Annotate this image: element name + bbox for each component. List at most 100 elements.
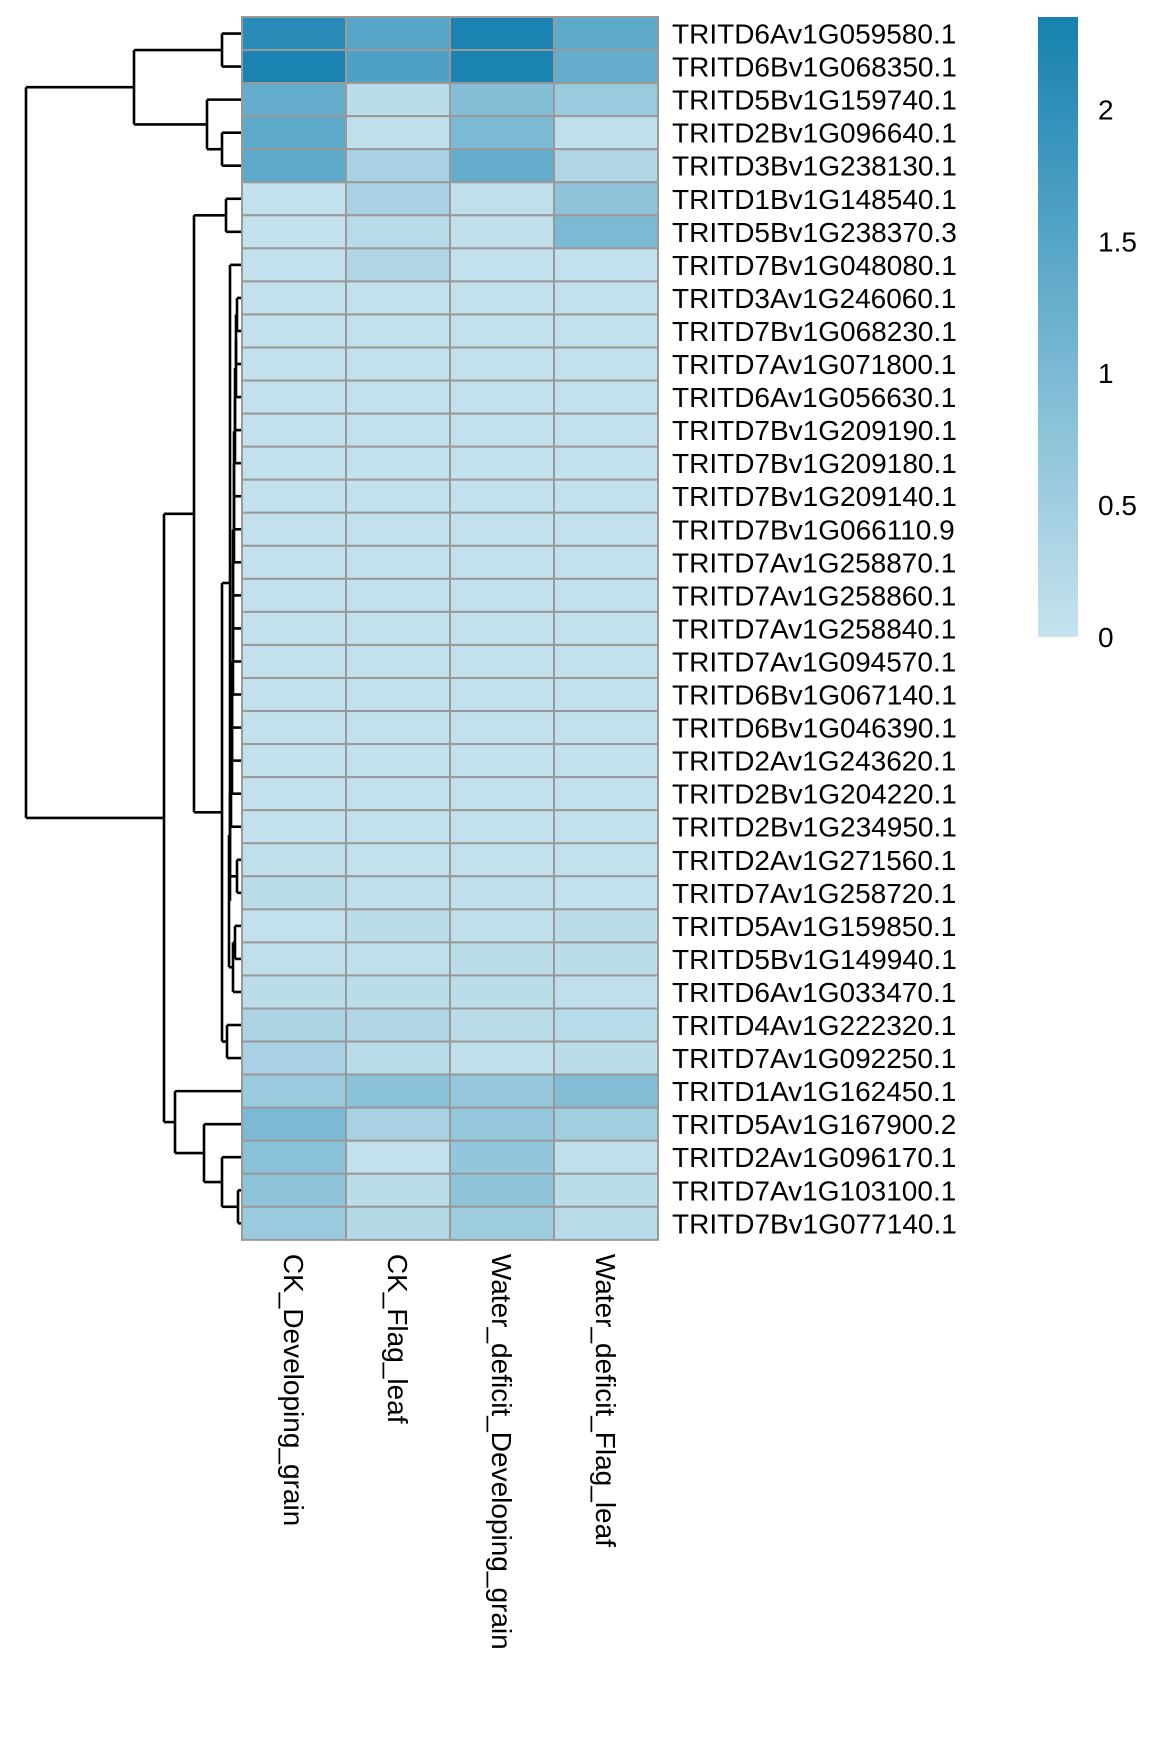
row-label: TRITD3Bv1G238130.1 bbox=[672, 151, 957, 182]
heatmap-cell bbox=[553, 82, 659, 118]
heatmap-cell bbox=[241, 1040, 347, 1076]
row-label: TRITD1Av1G162450.1 bbox=[672, 1076, 956, 1107]
heatmap-cell bbox=[241, 511, 347, 547]
heatmap-cell bbox=[449, 1007, 555, 1043]
heatmap-cell bbox=[241, 544, 347, 580]
heatmap-cell bbox=[345, 478, 451, 514]
heatmap-cell bbox=[553, 577, 659, 613]
heatmap-cell bbox=[345, 1139, 451, 1175]
heatmap-cell bbox=[449, 478, 555, 514]
heatmap-cell bbox=[449, 1040, 555, 1076]
row-label: TRITD7Av1G258720.1 bbox=[672, 878, 956, 909]
color-legend: 0 0.5 1 1.5 2 bbox=[1038, 17, 1137, 653]
heatmap-cell bbox=[553, 974, 659, 1010]
heatmap-cell bbox=[449, 511, 555, 547]
heatmap-cell bbox=[345, 1106, 451, 1142]
column-labels: CK_Developing_grain CK_Flag_leaf Water_def… bbox=[278, 1254, 621, 1650]
heatmap-cell bbox=[345, 974, 451, 1010]
heatmap-cell bbox=[241, 842, 347, 878]
heatmap-cell bbox=[449, 643, 555, 680]
heatmap-cell bbox=[553, 1139, 659, 1175]
heatmap-cell bbox=[345, 610, 451, 646]
legend-tick-label: 0.5 bbox=[1098, 490, 1137, 521]
heatmap-cell bbox=[449, 577, 555, 613]
heatmap-cell bbox=[241, 776, 347, 812]
heatmap-cell bbox=[553, 445, 659, 481]
heatmap-cell bbox=[553, 412, 659, 448]
heatmap-cell bbox=[241, 478, 347, 514]
row-label: TRITD7Bv1G209190.1 bbox=[672, 415, 957, 446]
heatmap-cell bbox=[345, 445, 451, 481]
legend-tick-label: 0 bbox=[1098, 622, 1114, 653]
heatmap-cell bbox=[241, 214, 347, 250]
heatmap-cell bbox=[449, 974, 555, 1010]
heatmap-cell bbox=[345, 1040, 451, 1076]
heatmap-cell bbox=[345, 1073, 451, 1109]
heatmap-cell bbox=[449, 875, 555, 911]
heatmap-cell bbox=[449, 115, 555, 151]
legend-tick-label: 2 bbox=[1098, 94, 1114, 125]
row-label: TRITD7Av1G092250.1 bbox=[672, 1043, 956, 1074]
heatmap-cell bbox=[553, 875, 659, 911]
heatmap-cell bbox=[553, 148, 659, 184]
heatmap-cell bbox=[241, 1139, 347, 1175]
row-label: TRITD7Bv1G048080.1 bbox=[672, 250, 957, 281]
heatmap-cell bbox=[345, 16, 451, 52]
heatmap-cell bbox=[449, 544, 555, 580]
heatmap-cell bbox=[553, 908, 659, 944]
heatmap-cell bbox=[553, 1172, 659, 1208]
heatmap-cell bbox=[553, 776, 659, 812]
heatmap-cell bbox=[449, 1139, 555, 1175]
heatmap-cell bbox=[345, 710, 451, 746]
heatmap-cell bbox=[449, 16, 555, 52]
heatmap-cell bbox=[449, 776, 555, 812]
row-label: TRITD2Av1G271560.1 bbox=[672, 845, 956, 876]
heatmap-cell bbox=[553, 511, 659, 547]
heatmap-cell bbox=[241, 643, 347, 680]
heatmap-cell bbox=[553, 842, 659, 878]
row-label: TRITD1Bv1G148540.1 bbox=[672, 184, 957, 215]
heatmap-cell bbox=[449, 809, 555, 845]
row-label: TRITD6Av1G059580.1 bbox=[672, 19, 956, 50]
heatmap-cell bbox=[553, 1040, 659, 1076]
heatmap-cell bbox=[553, 280, 659, 316]
row-label: TRITD6Bv1G068350.1 bbox=[672, 52, 957, 83]
row-label: TRITD7Bv1G066110.9 bbox=[672, 514, 955, 545]
row-label: TRITD5Bv1G238370.3 bbox=[672, 217, 957, 248]
row-label: TRITD6Bv1G067140.1 bbox=[672, 680, 957, 711]
heatmap-cell bbox=[241, 974, 347, 1010]
row-label: TRITD2Bv1G204220.1 bbox=[672, 779, 957, 810]
row-label: TRITD7Bv1G209140.1 bbox=[672, 481, 957, 512]
heatmap-cell bbox=[449, 1172, 555, 1208]
heatmap-cell bbox=[241, 346, 347, 382]
heatmap-cell bbox=[449, 49, 555, 85]
heatmap-cell bbox=[241, 941, 347, 977]
heatmap-cell bbox=[345, 511, 451, 547]
heatmap-cell bbox=[345, 1172, 451, 1208]
heatmap-cell bbox=[241, 1007, 347, 1043]
heatmap-cell bbox=[449, 247, 555, 283]
row-label: TRITD7Av1G071800.1 bbox=[672, 349, 956, 380]
heatmap-cell bbox=[449, 214, 555, 250]
heatmap-cell bbox=[241, 16, 347, 52]
column-label: Water_deficit_Flag_leaf bbox=[590, 1254, 621, 1547]
heatmap-cell bbox=[241, 743, 347, 779]
heatmap-cell bbox=[345, 776, 451, 812]
heatmap-cell bbox=[449, 743, 555, 779]
heatmap-cell bbox=[345, 214, 451, 250]
heatmap-cell bbox=[449, 908, 555, 944]
heatmap-cell bbox=[553, 478, 659, 514]
heatmap-cell bbox=[449, 710, 555, 746]
heatmap-cell bbox=[553, 710, 659, 746]
heatmap-cell bbox=[241, 148, 347, 184]
row-label: TRITD7Av1G258860.1 bbox=[672, 580, 956, 611]
heatmap-cell bbox=[553, 941, 659, 977]
heatmap-cell bbox=[241, 577, 347, 613]
heatmap-cell bbox=[241, 412, 347, 448]
row-label: TRITD5Av1G159850.1 bbox=[672, 911, 956, 942]
row-label: TRITD7Bv1G077140.1 bbox=[672, 1208, 957, 1239]
heatmap-cell bbox=[241, 677, 347, 713]
heatmap-cell bbox=[553, 809, 659, 845]
heatmap-cell bbox=[553, 1205, 659, 1241]
